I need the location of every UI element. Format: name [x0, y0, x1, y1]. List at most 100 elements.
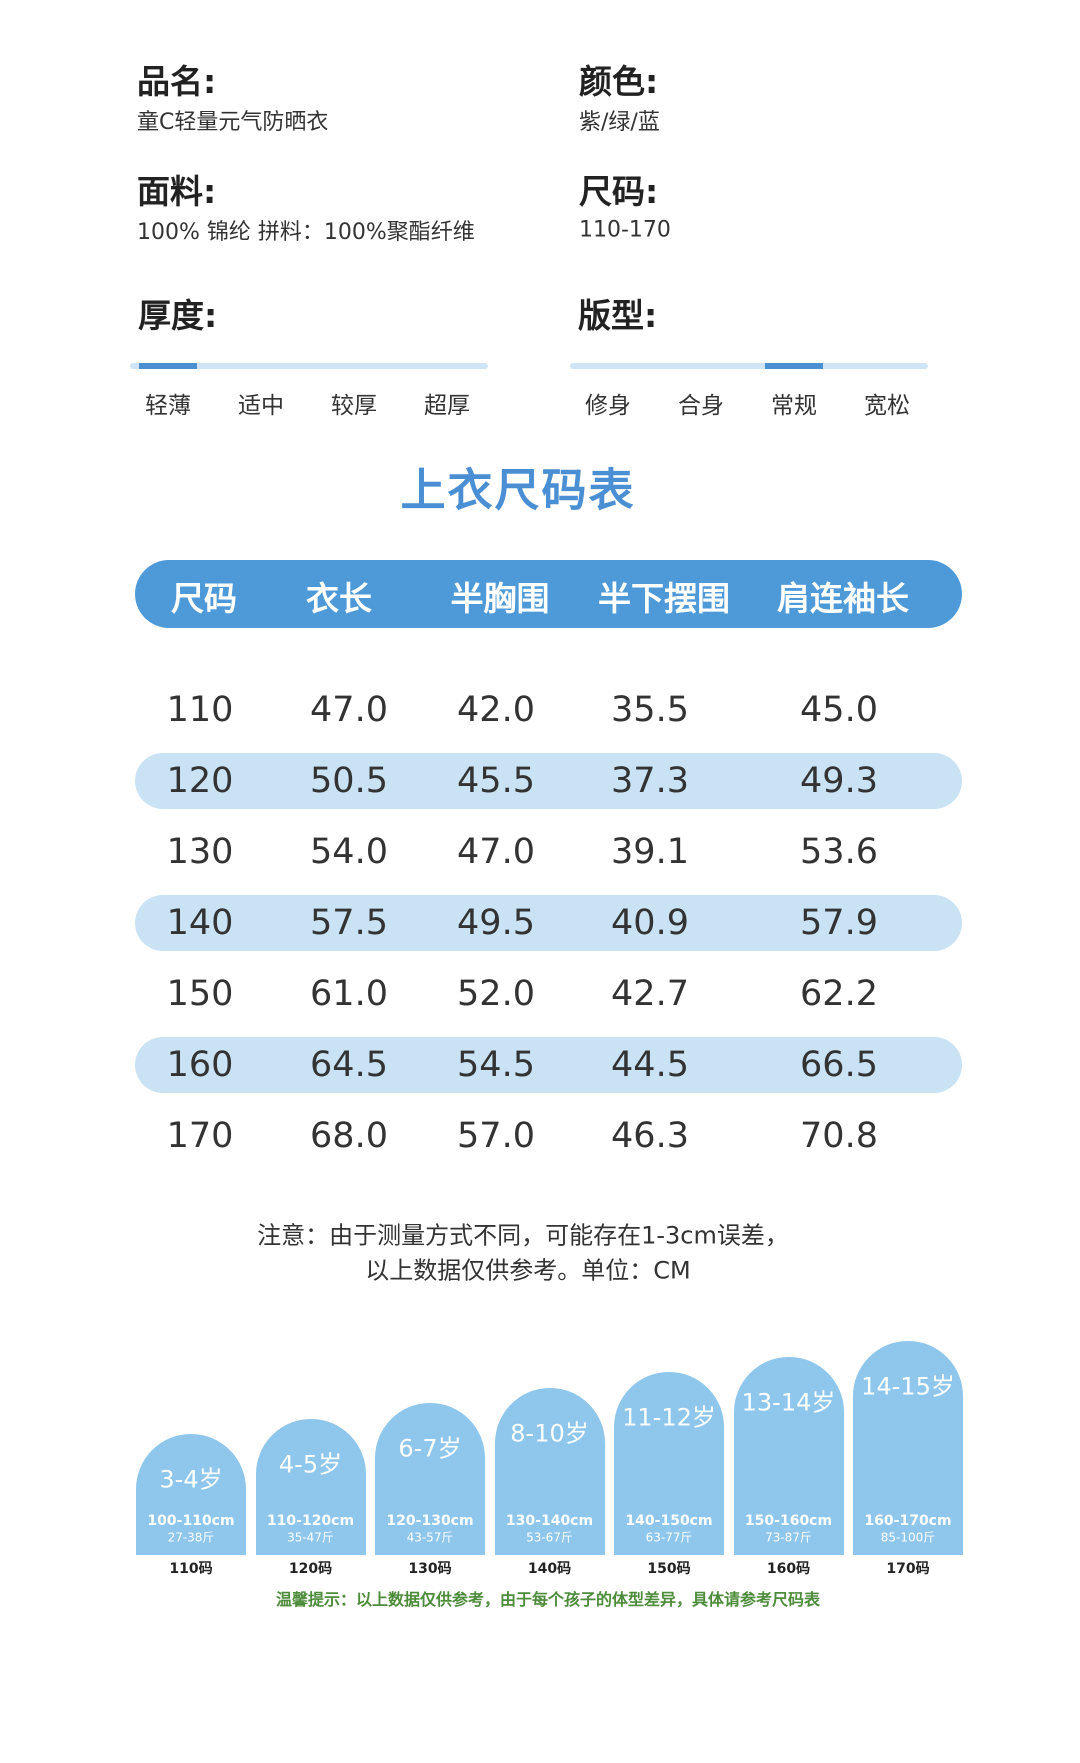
age: 4-5岁 — [278, 1450, 343, 1478]
table-cell: 39.1 — [611, 832, 689, 872]
table-cell: 49.5 — [457, 903, 535, 943]
table-cell: 68.0 — [310, 1116, 388, 1156]
row-stripe — [135, 895, 962, 951]
info-label: 尺码: — [579, 172, 659, 211]
age-size: 130码 — [408, 1561, 452, 1577]
row-stripe — [135, 1037, 962, 1093]
table-cell: 120 — [166, 761, 234, 801]
age-card — [255, 1418, 366, 1555]
table-cell: 140 — [166, 903, 234, 943]
table-header-bg — [135, 560, 962, 628]
info-value: 110-170 — [579, 217, 671, 243]
table-cell: 35.5 — [611, 690, 689, 730]
age-size: 110码 — [169, 1561, 213, 1577]
age-card — [853, 1341, 963, 1555]
age-size: 140码 — [527, 1561, 572, 1577]
age-weight: 53-67斤 — [526, 1530, 573, 1545]
table-cell: 47.0 — [457, 832, 535, 872]
age-height: 110-120cm — [266, 1513, 355, 1529]
scale-bar — [570, 363, 928, 369]
age-height: 160-170cm — [864, 1513, 952, 1529]
scale-option: 合身 — [678, 393, 724, 419]
age-height: 120-130cm — [386, 1513, 474, 1529]
table-header: 半下摆围 — [598, 579, 730, 618]
age-weight: 63-77斤 — [645, 1530, 693, 1545]
scale-option: 轻薄 — [145, 393, 191, 419]
table-cell: 46.3 — [611, 1116, 689, 1156]
note: 注意：由于测量方式不同，可能存在1-3cm误差， — [257, 1221, 789, 1250]
age-size: 150码 — [647, 1561, 691, 1577]
age-card — [733, 1356, 844, 1555]
table-cell: 62.2 — [800, 974, 878, 1014]
info-value: 100% 锦纶 拼料：100%聚酯纤维 — [137, 220, 475, 245]
table-cell: 37.3 — [611, 761, 689, 801]
table-cell: 66.5 — [800, 1045, 878, 1085]
table-cell: 44.5 — [611, 1045, 689, 1085]
table-cell: 57.0 — [457, 1116, 535, 1156]
table-cell: 160 — [166, 1045, 234, 1085]
age-card — [375, 1403, 485, 1555]
age: 6-7岁 — [398, 1434, 462, 1463]
table-cell: 70.8 — [800, 1116, 878, 1156]
scale-bar — [130, 363, 488, 369]
age-size: 160码 — [766, 1561, 811, 1577]
table-title: 上衣尺码表 — [400, 463, 636, 517]
age: 13-14岁 — [741, 1388, 836, 1416]
info-label: 颜色: — [579, 62, 659, 101]
table-cell: 64.5 — [310, 1045, 388, 1085]
age: 3-4岁 — [159, 1465, 223, 1494]
table-cell: 130 — [166, 832, 234, 872]
age-weight: 27-38斤 — [167, 1530, 215, 1545]
table-cell: 150 — [166, 974, 234, 1014]
table-cell: 57.9 — [800, 903, 878, 943]
age-height: 140-150cm — [625, 1513, 713, 1529]
scale-option: 适中 — [238, 393, 284, 419]
table-cell: 47.0 — [310, 690, 388, 730]
scale-option: 较厚 — [331, 393, 377, 419]
age-weight: 73-87斤 — [765, 1530, 812, 1545]
age-height: 150-160cm — [744, 1513, 833, 1529]
info-label: 面料: — [137, 172, 217, 211]
age-weight: 35-47斤 — [287, 1530, 334, 1545]
age-height: 100-110cm — [147, 1513, 235, 1529]
table-header: 半胸围 — [450, 579, 550, 618]
table-cell: 110 — [166, 690, 234, 730]
table-cell: 42.0 — [457, 690, 535, 730]
scale-selected — [139, 363, 197, 369]
age-size: 170码 — [886, 1561, 930, 1577]
info-value: 紫/绿/蓝 — [579, 110, 660, 135]
age-card — [136, 1434, 246, 1555]
table-header: 尺码 — [171, 579, 237, 618]
table-header: 肩连袖长 — [777, 579, 909, 618]
table-cell: 40.9 — [611, 903, 689, 943]
age: 14-15岁 — [861, 1372, 955, 1401]
age-height: 130-140cm — [505, 1513, 594, 1529]
info-label: 品名: — [137, 62, 217, 101]
table-cell: 42.7 — [611, 974, 689, 1014]
age: 8-10岁 — [510, 1419, 589, 1447]
row-stripe — [135, 753, 962, 809]
table-cell: 45.5 — [457, 761, 535, 801]
table-cell: 54.5 — [457, 1045, 535, 1085]
age: 11-12岁 — [622, 1403, 716, 1432]
table-cell: 52.0 — [457, 974, 535, 1014]
scale-option: 超厚 — [424, 393, 470, 419]
age-weight: 43-57斤 — [406, 1530, 454, 1545]
table-cell: 50.5 — [310, 761, 388, 801]
scale-option: 常规 — [771, 393, 817, 419]
age-size: 120码 — [288, 1561, 333, 1577]
table-cell: 49.3 — [800, 761, 878, 801]
age-card — [614, 1372, 724, 1555]
scale-option: 修身 — [585, 393, 631, 419]
table-cell: 45.0 — [800, 690, 878, 730]
table-cell: 61.0 — [310, 974, 388, 1014]
age-card — [494, 1387, 605, 1555]
table-cell: 57.5 — [310, 903, 388, 943]
table-cell: 54.0 — [310, 832, 388, 872]
table-header: 衣长 — [306, 579, 372, 618]
scale-label: 厚度: — [138, 296, 218, 335]
table-cell: 53.6 — [800, 832, 878, 872]
table-cell: 170 — [166, 1116, 234, 1156]
note: 以上数据仅供参考。单位：CM — [365, 1256, 691, 1285]
info-value: 童C轻量元气防晒衣 — [137, 110, 329, 135]
